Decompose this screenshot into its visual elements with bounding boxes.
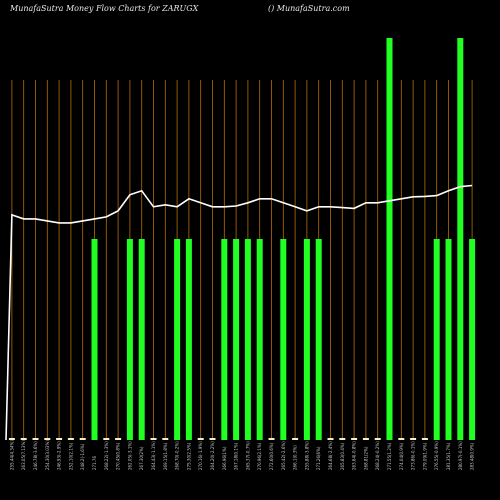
money-flow-bar <box>457 38 464 440</box>
money-flow-bar <box>398 438 405 440</box>
x-tick-label: 263.64(-0.8%) <box>352 441 357 470</box>
x-tick-label: 265.83(0.4%) <box>340 442 345 470</box>
price-line <box>5 184 473 441</box>
money-flow-bar <box>433 239 440 440</box>
money-flow-bar <box>327 438 334 440</box>
money-flow-bar <box>280 239 287 440</box>
x-tick-label: 280.97(-0.1%) <box>458 441 463 470</box>
money-flow-bar <box>44 438 51 440</box>
x-tick-label: 271.76 <box>92 456 97 470</box>
x-tick-label: 270.16(-1.9%) <box>198 441 203 470</box>
x-tick-label: 268.22(-1.3%) <box>104 441 109 470</box>
x-tick-label: 281.35(1.7%) <box>446 442 451 470</box>
money-flow-bar <box>410 438 417 440</box>
money-flow-bar <box>115 438 122 440</box>
money-flow-bar <box>126 239 133 440</box>
money-flow-bar <box>362 438 369 440</box>
money-flow-bar <box>292 438 299 440</box>
money-flow-bar <box>8 438 15 440</box>
x-tick-label: 264.43(-1.1%) <box>151 441 156 470</box>
money-flow-bar <box>374 438 381 440</box>
money-flow-bar <box>244 239 251 440</box>
money-flow-bar <box>197 438 204 440</box>
x-tick-label: 270.96(2.1%) <box>257 442 262 470</box>
money-flow-bar <box>445 239 452 440</box>
money-flow-bar <box>209 438 216 440</box>
x-tick-label: 267.18(0.1%) <box>234 442 239 470</box>
price-series-line <box>5 184 473 441</box>
x-tick-label: 248.2(-1.6%) <box>80 443 85 470</box>
grid-lines <box>11 80 473 440</box>
x-tick-label: 266.96(1%) <box>222 446 227 470</box>
x-tick-label: 279.09(1.9%) <box>422 442 427 470</box>
money-flow-bar <box>351 438 358 440</box>
x-tick-label: 274.04(0.9%) <box>399 442 404 470</box>
money-flow-bar <box>162 438 169 440</box>
x-tick-label: 255.88(-3.8%) <box>304 441 309 470</box>
money-flow-bar <box>256 239 263 440</box>
x-tick-label: 271.26(6%) <box>316 446 321 470</box>
money-flow-bar <box>339 438 346 440</box>
money-flow-bar <box>268 438 275 440</box>
money-flow-bar <box>138 239 145 440</box>
money-flow-bar <box>421 438 428 440</box>
x-tick-label: 255.44(4.34%) <box>9 440 14 470</box>
x-tick-label: 272.60(0.6%) <box>269 442 274 470</box>
chart-title: MunafaSutra Money Flow Charts for ZARUGX <box>10 4 199 13</box>
money-flow-bar <box>150 438 157 440</box>
x-tick-label: 276.55(-0.9%) <box>434 441 439 470</box>
x-tick-label: 265.37(-0.7%) <box>245 441 250 470</box>
money-flow-bar <box>56 438 63 440</box>
money-flow-bar <box>386 38 393 440</box>
x-tick-label: 264.68(-2.4%) <box>328 441 333 470</box>
money-flow-bar <box>469 239 476 440</box>
x-tick-label: 268.70(-0.2%) <box>175 441 180 470</box>
money-flow-bar <box>174 239 181 440</box>
money-flow-bar <box>103 438 110 440</box>
money-flow-bar <box>303 239 310 440</box>
x-tick-label: 283.48(0.9%) <box>470 442 475 470</box>
x-tick-label: 266.1(0.3%) <box>293 445 298 470</box>
money-flow-bar <box>233 239 240 440</box>
x-axis-labels: 255.44(4.34%) 263.05(7.13%) 246.78(-3.6%) 2… <box>9 440 474 470</box>
money-flow-bar <box>79 438 86 440</box>
x-tick-label: 268.24(-0.2%) <box>375 441 380 470</box>
x-tick-label: 270.45(0.8%) <box>116 442 121 470</box>
money-flow-bar <box>221 239 228 440</box>
x-tick-label: 262.05(-3.1%) <box>127 441 132 470</box>
x-tick-label: 265.42(-2.6%) <box>281 441 286 470</box>
x-tick-label: 269.15(1.8%) <box>163 442 168 470</box>
x-tick-label: 273.86(-0.1%) <box>411 441 416 470</box>
money-flow-bar <box>185 239 192 440</box>
x-tick-label: 268.81(2%) <box>363 446 368 470</box>
x-tick-label: 263.05(7.13%) <box>21 440 26 470</box>
x-tick-label: 271.55(1.2%) <box>387 442 392 470</box>
money-flow-bars <box>8 38 476 440</box>
money-flow-bar <box>67 438 74 440</box>
money-flow-bar <box>32 438 39 440</box>
x-tick-label: 254.30(3.03%) <box>45 440 50 470</box>
money-flow-bar <box>20 438 27 440</box>
money-flow-bar <box>315 239 322 440</box>
x-tick-label: 252.10(2.1%) <box>68 442 73 470</box>
x-tick-label: 267.30(2%) <box>139 446 144 470</box>
x-tick-label: 275.30(2.5%) <box>186 442 191 470</box>
money-flow-bar <box>91 239 98 440</box>
chart-source: () MunafaSutra.com <box>268 4 350 13</box>
x-tick-label: 246.93(-2.9%) <box>57 441 62 470</box>
x-tick-label: 246.78(-3.6%) <box>33 441 38 470</box>
x-tick-label: 264.20(-2.2%) <box>210 441 215 470</box>
